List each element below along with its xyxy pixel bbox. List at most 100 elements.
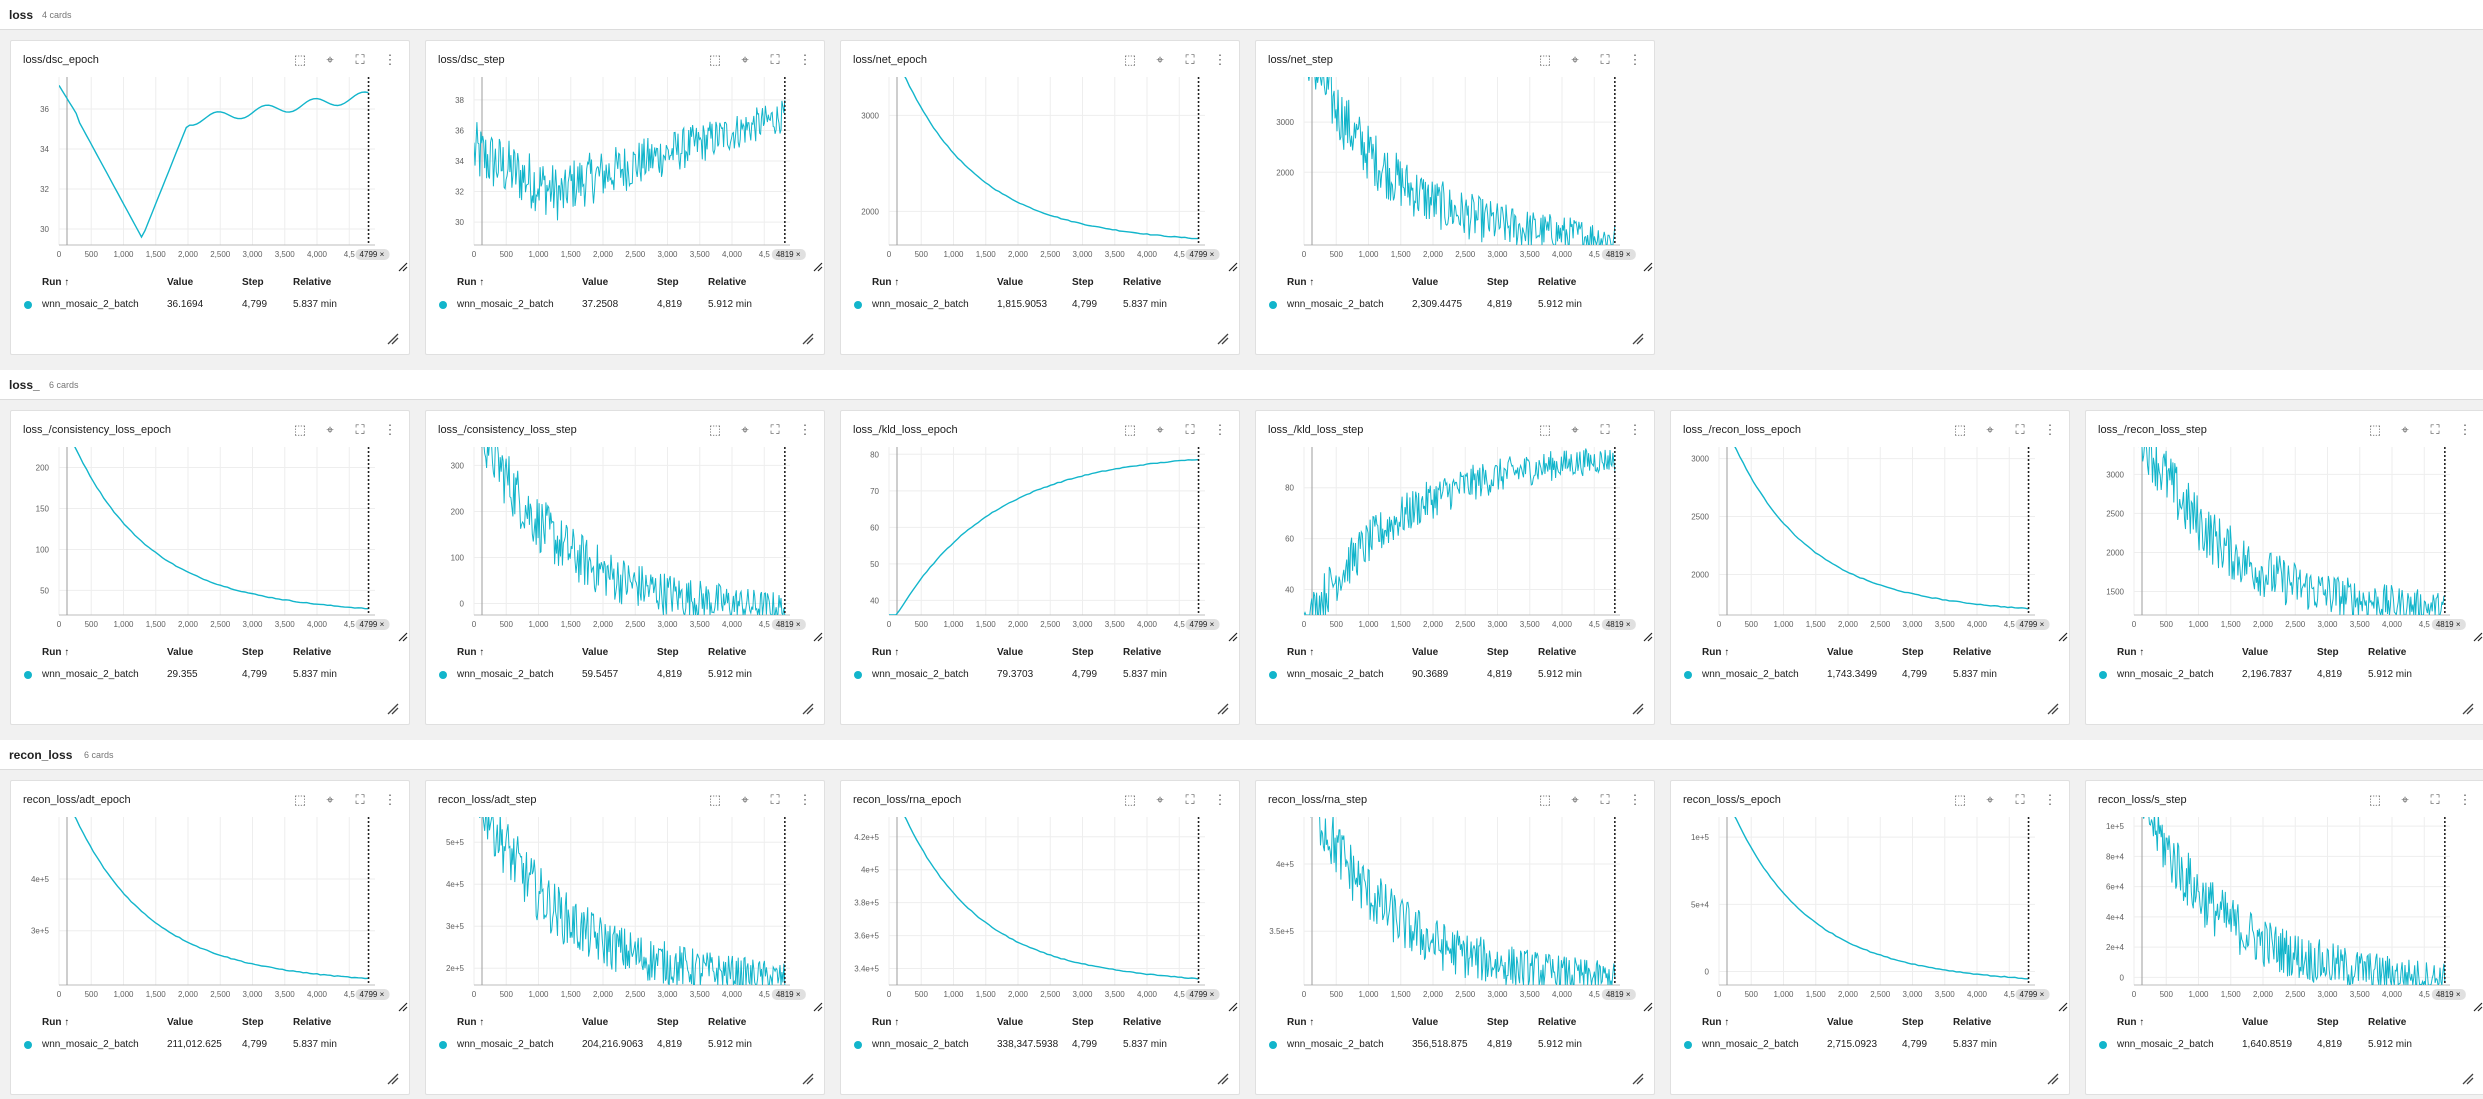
fullscreen-icon[interactable]: ⛶ xyxy=(1600,792,1610,807)
run-row[interactable]: wnn_mosaic_2_batch 356,518.875 4,819 5.912 … xyxy=(1268,1039,1638,1055)
run-row[interactable]: wnn_mosaic_2_batch 29.355 4,799 5.837 min xyxy=(23,669,393,685)
pin-icon[interactable]: ⌖ xyxy=(1571,792,1579,807)
more-vert-icon[interactable]: ⋮ xyxy=(2043,792,2057,807)
more-vert-icon[interactable]: ⋮ xyxy=(383,422,397,437)
chart-resize-icon[interactable] xyxy=(2058,1002,2068,1012)
pin-icon[interactable]: ⌖ xyxy=(741,792,749,807)
more-vert-icon[interactable]: ⋮ xyxy=(798,422,812,437)
chart-resize-icon[interactable] xyxy=(1228,632,1238,642)
line-chart[interactable]: 3000 2500 2000 0 500 1,000 1,500 2,000 2,500 3,00… xyxy=(1671,445,2071,645)
fit-domain-icon[interactable]: ⬚ xyxy=(1538,422,1552,437)
more-vert-icon[interactable]: ⋮ xyxy=(1213,52,1227,67)
run-row[interactable]: wnn_mosaic_2_batch 2,309.4475 4,819 5.912 m… xyxy=(1268,299,1638,315)
pin-icon[interactable]: ⌖ xyxy=(1156,792,1164,807)
run-row[interactable]: wnn_mosaic_2_batch 338,347.5938 4,799 5.837… xyxy=(853,1039,1223,1055)
resize-handle-icon[interactable] xyxy=(1632,702,1644,715)
pin-icon[interactable]: ⌖ xyxy=(2401,422,2409,437)
pin-icon[interactable]: ⌖ xyxy=(1986,792,1994,807)
pin-icon[interactable]: ⌖ xyxy=(326,52,334,67)
chart-resize-icon[interactable] xyxy=(813,1002,823,1012)
run-row[interactable]: wnn_mosaic_2_batch 79.3703 4,799 5.837 min xyxy=(853,669,1223,685)
resize-handle-icon[interactable] xyxy=(802,702,814,715)
resize-handle-icon[interactable] xyxy=(387,1072,399,1085)
fit-domain-icon[interactable]: ⬚ xyxy=(2368,422,2382,437)
resize-handle-icon[interactable] xyxy=(1632,332,1644,345)
line-chart[interactable]: 36 34 32 30 0 500 1,000 1,500 2,000 2,500 3,000 3,5… xyxy=(11,75,411,275)
more-vert-icon[interactable]: ⋮ xyxy=(383,52,397,67)
line-chart[interactable]: 3000 2000 0 500 1,000 1,500 2,000 2,500 3,000 3,5… xyxy=(1256,75,1656,275)
pin-icon[interactable]: ⌖ xyxy=(741,422,749,437)
chart-resize-icon[interactable] xyxy=(813,262,823,272)
resize-handle-icon[interactable] xyxy=(1632,1072,1644,1085)
more-vert-icon[interactable]: ⋮ xyxy=(798,792,812,807)
resize-handle-icon[interactable] xyxy=(387,332,399,345)
fullscreen-icon[interactable]: ⛶ xyxy=(1185,792,1195,807)
fit-domain-icon[interactable]: ⬚ xyxy=(708,422,722,437)
pin-icon[interactable]: ⌖ xyxy=(326,792,334,807)
run-row[interactable]: wnn_mosaic_2_batch 59.5457 4,819 5.912 min xyxy=(438,669,808,685)
fullscreen-icon[interactable]: ⛶ xyxy=(355,422,365,437)
resize-handle-icon[interactable] xyxy=(387,702,399,715)
line-chart[interactable]: 300 200 100 0 0 500 1,000 1,500 2,000 2,500 3,000 3… xyxy=(426,445,826,645)
chart-resize-icon[interactable] xyxy=(1228,262,1238,272)
fit-domain-icon[interactable]: ⬚ xyxy=(293,422,307,437)
fit-domain-icon[interactable]: ⬚ xyxy=(1123,52,1137,67)
line-chart[interactable]: 3000 2000 0 500 1,000 1,500 2,000 2,500 3,000 3,5… xyxy=(841,75,1241,275)
run-row[interactable]: wnn_mosaic_2_batch 36.1694 4,799 5.837 min xyxy=(23,299,393,315)
line-chart[interactable]: 4e+5 3.5e+5 0 500 1,000 1,500 2,000 2,500 3,000 3… xyxy=(1256,815,1656,1015)
chart-resize-icon[interactable] xyxy=(2473,632,2483,642)
pin-icon[interactable]: ⌖ xyxy=(1571,52,1579,67)
run-row[interactable]: wnn_mosaic_2_batch 2,715.0923 4,799 5.837 m… xyxy=(1683,1039,2053,1055)
run-row[interactable]: wnn_mosaic_2_batch 211,012.625 4,799 5.837 … xyxy=(23,1039,393,1055)
fit-domain-icon[interactable]: ⬚ xyxy=(1953,422,1967,437)
run-row[interactable]: wnn_mosaic_2_batch 2,196.7837 4,819 5.912 m… xyxy=(2098,669,2468,685)
more-vert-icon[interactable]: ⋮ xyxy=(2458,792,2472,807)
run-row[interactable]: wnn_mosaic_2_batch 1,640.8519 4,819 5.912 m… xyxy=(2098,1039,2468,1055)
fullscreen-icon[interactable]: ⛶ xyxy=(1600,52,1610,67)
fullscreen-icon[interactable]: ⛶ xyxy=(355,792,365,807)
pin-icon[interactable]: ⌖ xyxy=(741,52,749,67)
pin-icon[interactable]: ⌖ xyxy=(326,422,334,437)
fit-domain-icon[interactable]: ⬚ xyxy=(1123,422,1137,437)
chart-resize-icon[interactable] xyxy=(398,1002,408,1012)
resize-handle-icon[interactable] xyxy=(802,332,814,345)
fullscreen-icon[interactable]: ⛶ xyxy=(355,52,365,67)
fullscreen-icon[interactable]: ⛶ xyxy=(770,792,780,807)
more-vert-icon[interactable]: ⋮ xyxy=(1213,792,1227,807)
more-vert-icon[interactable]: ⋮ xyxy=(1628,52,1642,67)
fit-domain-icon[interactable]: ⬚ xyxy=(1953,792,1967,807)
resize-handle-icon[interactable] xyxy=(2047,1072,2059,1085)
chart-resize-icon[interactable] xyxy=(813,632,823,642)
pin-icon[interactable]: ⌖ xyxy=(1571,422,1579,437)
resize-handle-icon[interactable] xyxy=(2047,702,2059,715)
fit-domain-icon[interactable]: ⬚ xyxy=(2368,792,2382,807)
fullscreen-icon[interactable]: ⛶ xyxy=(770,422,780,437)
line-chart[interactable]: 1e+5 8e+4 6e+4 4e+4 2e+4 00 500 1,000 1,500 2,000… xyxy=(2086,815,2483,1015)
line-chart[interactable]: 4e+5 3e+5 0 500 1,000 1,500 2,000 2,500 3,000 3,5… xyxy=(11,815,411,1015)
fit-domain-icon[interactable]: ⬚ xyxy=(1538,52,1552,67)
run-row[interactable]: wnn_mosaic_2_batch 90.3689 4,819 5.912 min xyxy=(1268,669,1638,685)
resize-handle-icon[interactable] xyxy=(802,1072,814,1085)
fullscreen-icon[interactable]: ⛶ xyxy=(1185,52,1195,67)
line-chart[interactable]: 5e+5 4e+5 3e+5 2e+5 0 500 1,000 1,500 2,000 2,500… xyxy=(426,815,826,1015)
fullscreen-icon[interactable]: ⛶ xyxy=(1185,422,1195,437)
more-vert-icon[interactable]: ⋮ xyxy=(1213,422,1227,437)
more-vert-icon[interactable]: ⋮ xyxy=(383,792,397,807)
fit-domain-icon[interactable]: ⬚ xyxy=(1538,792,1552,807)
resize-handle-icon[interactable] xyxy=(2462,1072,2474,1085)
resize-handle-icon[interactable] xyxy=(1217,1072,1229,1085)
fit-domain-icon[interactable]: ⬚ xyxy=(708,52,722,67)
chart-resize-icon[interactable] xyxy=(1643,632,1653,642)
more-vert-icon[interactable]: ⋮ xyxy=(1628,792,1642,807)
chart-resize-icon[interactable] xyxy=(398,632,408,642)
fullscreen-icon[interactable]: ⛶ xyxy=(2430,792,2440,807)
line-chart[interactable]: 80 60 40 0 500 1,000 1,500 2,000 2,500 3,000 3,500… xyxy=(1256,445,1656,645)
line-chart[interactable]: 80 70 60 50 40 0 500 1,000 1,500 2,000 2,500 3,000 3… xyxy=(841,445,1241,645)
fullscreen-icon[interactable]: ⛶ xyxy=(2015,422,2025,437)
line-chart[interactable]: 38 36 34 32 30 0 500 1,000 1,500 2,000 2,500 3,000 3… xyxy=(426,75,826,275)
more-vert-icon[interactable]: ⋮ xyxy=(798,52,812,67)
more-vert-icon[interactable]: ⋮ xyxy=(1628,422,1642,437)
run-row[interactable]: wnn_mosaic_2_batch 1,815.9053 4,799 5.837 m… xyxy=(853,299,1223,315)
chart-resize-icon[interactable] xyxy=(398,262,408,272)
